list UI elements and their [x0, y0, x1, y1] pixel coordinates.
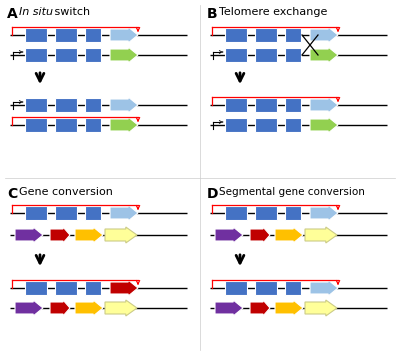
Polygon shape	[310, 117, 338, 133]
Polygon shape	[110, 47, 138, 63]
Text: Telomere exchange: Telomere exchange	[219, 7, 327, 17]
Text: In situ: In situ	[19, 7, 53, 17]
Polygon shape	[310, 27, 338, 43]
Text: C: C	[7, 187, 17, 201]
Polygon shape	[75, 300, 103, 316]
Bar	[255, 28, 277, 42]
Bar	[55, 118, 77, 132]
Polygon shape	[305, 227, 337, 243]
Polygon shape	[310, 47, 338, 63]
Bar	[25, 118, 47, 132]
Bar	[25, 98, 47, 112]
Polygon shape	[105, 227, 137, 243]
Bar	[25, 206, 47, 220]
Bar	[255, 281, 277, 295]
Text: D: D	[207, 187, 218, 201]
Bar	[55, 48, 77, 62]
Bar	[255, 98, 277, 112]
Bar	[25, 28, 47, 42]
Polygon shape	[50, 300, 70, 316]
Polygon shape	[110, 205, 138, 221]
Bar	[255, 48, 277, 62]
Polygon shape	[275, 227, 303, 243]
Polygon shape	[110, 117, 138, 133]
Text: A: A	[7, 7, 18, 21]
Bar	[285, 48, 301, 62]
Bar	[285, 118, 301, 132]
Polygon shape	[310, 97, 338, 113]
Text: switch: switch	[51, 7, 90, 17]
Polygon shape	[50, 227, 70, 243]
Polygon shape	[105, 300, 137, 316]
Polygon shape	[215, 227, 243, 243]
Text: Segmental gene conversion: Segmental gene conversion	[219, 187, 365, 197]
Text: B: B	[207, 7, 218, 21]
Polygon shape	[110, 27, 138, 43]
Bar	[55, 281, 77, 295]
Polygon shape	[305, 300, 337, 316]
Polygon shape	[15, 227, 43, 243]
Polygon shape	[110, 97, 138, 113]
Bar	[285, 98, 301, 112]
Polygon shape	[215, 300, 243, 316]
Bar	[25, 48, 47, 62]
Bar	[55, 206, 77, 220]
Bar	[225, 48, 247, 62]
Polygon shape	[250, 300, 270, 316]
Bar	[225, 281, 247, 295]
Polygon shape	[310, 205, 338, 221]
Polygon shape	[75, 227, 103, 243]
Bar	[255, 206, 277, 220]
Bar	[25, 281, 47, 295]
Bar	[225, 118, 247, 132]
Bar	[55, 98, 77, 112]
Polygon shape	[15, 300, 43, 316]
Bar	[310, 282, 328, 294]
Bar	[85, 118, 101, 132]
Polygon shape	[310, 280, 338, 296]
Text: Gene conversion: Gene conversion	[19, 187, 113, 197]
Polygon shape	[250, 227, 270, 243]
Polygon shape	[275, 300, 303, 316]
Bar	[85, 98, 101, 112]
Bar	[85, 281, 101, 295]
Bar	[255, 118, 277, 132]
Bar	[85, 206, 101, 220]
Bar	[55, 28, 77, 42]
Bar	[285, 206, 301, 220]
Bar	[285, 28, 301, 42]
Bar	[225, 28, 247, 42]
Bar	[285, 281, 301, 295]
Bar	[225, 206, 247, 220]
Bar	[85, 48, 101, 62]
Polygon shape	[110, 280, 138, 296]
Bar	[85, 28, 101, 42]
Bar	[225, 98, 247, 112]
